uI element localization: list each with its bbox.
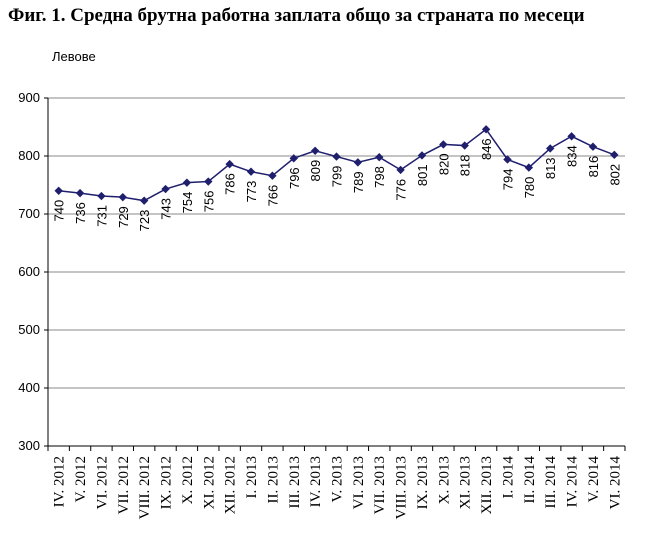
y-tick-label: 700	[18, 206, 40, 221]
x-tick-label: VI. 2013	[351, 456, 367, 509]
x-tick-label: VII. 2012	[116, 456, 132, 514]
data-label: 802	[607, 164, 622, 186]
y-axis-unit-label: Левове	[52, 49, 96, 64]
data-point-marker	[310, 146, 320, 155]
data-label: 740	[52, 200, 67, 222]
x-tick-label: II. 2013	[265, 456, 281, 504]
data-point-marker	[567, 132, 576, 141]
data-point-marker	[460, 141, 469, 150]
y-tick-label: 900	[18, 90, 40, 105]
data-point-marker	[610, 150, 619, 160]
data-point-marker	[375, 152, 384, 162]
x-tick-label: IV. 2014	[565, 456, 581, 508]
x-tick-label: VIII. 2013	[394, 456, 410, 519]
x-tick-label: XII. 2012	[223, 456, 239, 514]
data-label: 798	[372, 166, 387, 188]
y-tick-label: 500	[18, 322, 40, 337]
data-label: 834	[565, 145, 580, 167]
data-label: 816	[586, 156, 601, 178]
data-point-marker	[118, 192, 127, 202]
x-tick-label: V. 2012	[73, 456, 89, 502]
data-label: 818	[458, 155, 473, 177]
x-tick-label: VIII. 2012	[137, 456, 153, 519]
x-tick-label: X. 2013	[436, 456, 452, 504]
data-label: 729	[116, 206, 131, 228]
x-tick-label: II. 2014	[522, 456, 538, 504]
data-point-marker	[417, 151, 427, 160]
data-label: 723	[137, 210, 152, 232]
x-tick-label: VI. 2012	[94, 456, 110, 509]
x-tick-label: IV. 2013	[308, 456, 324, 507]
data-point-marker	[182, 178, 192, 187]
x-tick-label: IX. 2012	[159, 456, 175, 509]
data-point-marker	[439, 140, 448, 149]
data-point-marker	[268, 171, 277, 180]
data-point-marker	[546, 144, 555, 153]
data-label: 776	[394, 179, 409, 201]
data-point-marker	[139, 196, 149, 205]
x-tick-label: V. 2014	[586, 456, 602, 503]
data-label: 794	[500, 168, 515, 190]
chart-title: Фиг. 1. Средна брутна работна заплата об…	[8, 5, 585, 26]
x-tick-label: VII. 2013	[372, 456, 388, 514]
data-label: 796	[287, 167, 302, 189]
data-point-marker	[481, 125, 491, 134]
y-tick-label: 300	[18, 438, 40, 453]
data-point-marker	[161, 184, 170, 194]
data-label: 820	[436, 153, 451, 175]
x-tick-label: I. 2013	[244, 456, 260, 499]
x-tick-label: IV. 2012	[52, 456, 68, 507]
data-point-marker	[332, 152, 341, 161]
x-tick-label: XI. 2013	[458, 456, 474, 509]
data-point-marker	[524, 163, 534, 172]
data-label: 786	[223, 173, 238, 195]
x-tick-label: XI. 2012	[201, 456, 217, 509]
data-label: 813	[543, 157, 558, 179]
data-point-marker	[503, 155, 512, 164]
data-label: 736	[73, 202, 88, 224]
data-point-marker	[246, 167, 256, 176]
x-tick-label: IX. 2013	[415, 456, 431, 509]
data-point-marker	[289, 154, 298, 163]
data-label: 743	[159, 198, 174, 220]
x-tick-label: V. 2013	[330, 456, 346, 502]
data-label: 846	[479, 138, 494, 160]
x-tick-label: X. 2012	[180, 456, 196, 504]
data-point-marker	[54, 186, 63, 195]
x-tick-label: XII. 2013	[479, 456, 495, 514]
data-label: 731	[94, 205, 109, 227]
data-point-marker	[204, 177, 213, 186]
data-point-marker	[588, 142, 598, 151]
x-tick-label: III. 2013	[287, 456, 303, 509]
data-point-marker	[97, 191, 106, 201]
data-point-marker	[75, 188, 85, 198]
y-tick-label: 800	[18, 148, 40, 163]
y-tick-label: 600	[18, 264, 40, 279]
data-point-marker	[396, 165, 405, 175]
data-label: 809	[308, 160, 323, 182]
data-point-marker	[225, 159, 234, 169]
y-tick-label: 400	[18, 380, 40, 395]
data-label: 801	[415, 164, 430, 186]
data-label: 789	[351, 171, 366, 193]
data-point-marker	[353, 158, 363, 167]
data-label: 799	[330, 166, 345, 188]
x-tick-label: III. 2014	[543, 456, 559, 509]
data-label: 773	[244, 181, 259, 203]
x-tick-label: VI. 2014	[607, 456, 623, 510]
data-label: 780	[522, 177, 537, 199]
x-tick-label: I. 2014	[500, 456, 516, 499]
data-label: 766	[265, 185, 280, 207]
data-label: 754	[180, 192, 195, 214]
data-label: 756	[201, 191, 216, 213]
